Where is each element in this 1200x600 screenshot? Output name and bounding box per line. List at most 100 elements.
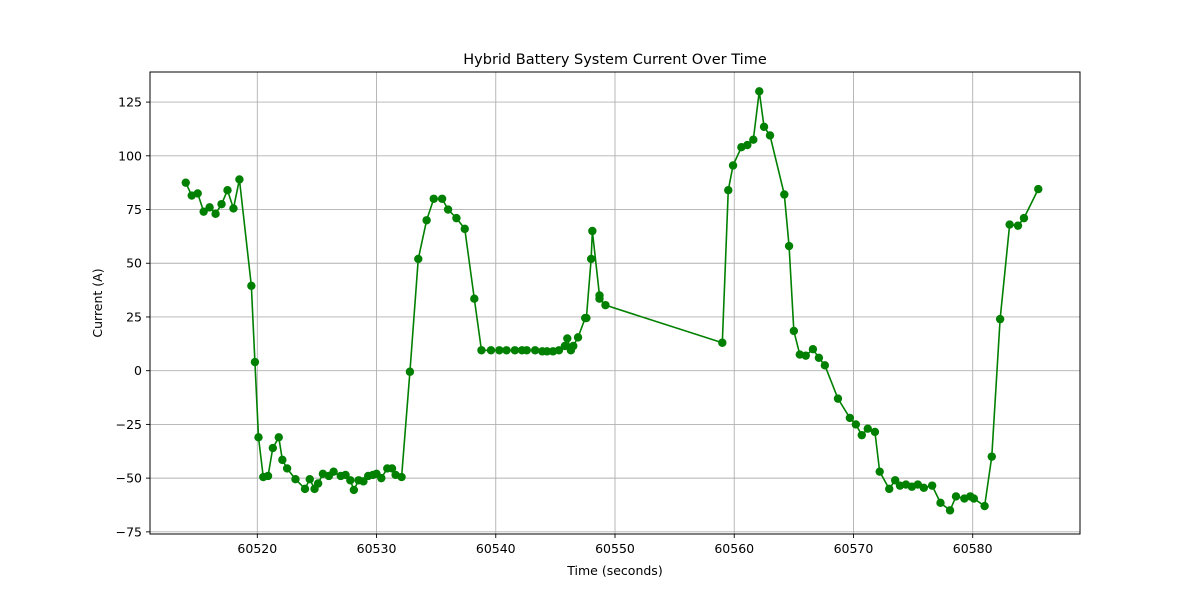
data-point [749, 135, 758, 144]
data-point [211, 209, 220, 219]
data-point [477, 346, 486, 355]
data-point [554, 346, 564, 355]
data-point [936, 498, 945, 508]
y-tick-label: −25 [116, 417, 142, 432]
data-point [387, 464, 397, 473]
y-tick-label: 75 [126, 202, 142, 217]
data-point [987, 452, 996, 461]
data-point [443, 205, 453, 214]
data-point [1019, 213, 1029, 223]
data-point [563, 334, 572, 343]
data-point [582, 313, 591, 323]
data-point [422, 216, 431, 225]
data-point [278, 455, 287, 465]
data-point [542, 347, 552, 356]
data-point [851, 420, 861, 429]
data-point [405, 367, 415, 376]
data-point [522, 346, 531, 355]
data-point [573, 333, 583, 342]
data-point [1005, 220, 1014, 229]
data-point [254, 433, 263, 442]
data-point [181, 178, 190, 187]
data-point [789, 326, 799, 336]
data-point [560, 341, 570, 351]
data-point [359, 477, 368, 486]
data-point [329, 467, 338, 476]
y-tick-label: −75 [116, 524, 142, 539]
data-point [346, 476, 355, 485]
data-point [530, 346, 540, 355]
data-point [486, 346, 496, 355]
y-tick-label: 100 [118, 148, 142, 163]
data-point [814, 353, 824, 362]
data-point [569, 341, 578, 351]
data-point [833, 394, 843, 403]
y-axis-ticks: −75 −50 −25 0 25 50 75 100 125 [116, 95, 150, 539]
data-point [313, 479, 323, 488]
data-point [502, 346, 511, 355]
data-point [199, 207, 208, 216]
x-tick-label: 60570 [834, 541, 874, 556]
data-point [349, 485, 359, 495]
x-tick-label: 60560 [714, 541, 754, 556]
data-point [808, 345, 818, 354]
data-point [969, 494, 979, 503]
data-point [247, 281, 256, 291]
data-point [784, 241, 794, 251]
data-point [820, 361, 830, 370]
data-point [755, 87, 764, 96]
data-point [1013, 221, 1023, 230]
data-point [927, 481, 937, 490]
data-point [452, 213, 461, 223]
y-axis-label: Current (A) [90, 268, 105, 337]
data-point [951, 492, 961, 501]
x-tick-label: 60540 [476, 541, 516, 556]
data-point [845, 413, 855, 423]
data-point [397, 472, 406, 482]
data-point [601, 300, 610, 310]
y-tick-label: 0 [134, 363, 142, 378]
data-point [919, 483, 929, 492]
data-point [780, 190, 789, 199]
data-point [743, 140, 752, 150]
y-tick-label: 125 [118, 95, 142, 110]
data-point [377, 473, 386, 483]
x-axis-label: Time (seconds) [566, 563, 662, 578]
data-point [588, 226, 597, 236]
data-point [801, 351, 810, 360]
data-point [282, 464, 292, 473]
grid-lines [150, 72, 1080, 534]
data-point [414, 254, 423, 264]
data-series [181, 87, 1043, 515]
x-axis-ticks: 60520 60530 60540 60550 60560 60570 60580 [237, 534, 993, 556]
data-point [223, 185, 232, 195]
data-point [586, 254, 596, 264]
x-tick-label: 60520 [237, 541, 277, 556]
data-point [250, 357, 260, 367]
data-point [857, 430, 867, 440]
data-point [217, 199, 226, 209]
data-point [980, 501, 989, 511]
data-point [995, 314, 1005, 324]
data-point [759, 122, 769, 131]
x-tick-label: 60530 [357, 541, 397, 556]
data-point [263, 471, 273, 481]
data-point [870, 427, 880, 437]
y-tick-label: −50 [116, 471, 142, 486]
data-point [724, 185, 733, 195]
data-point [945, 506, 955, 515]
data-point [268, 443, 278, 453]
data-point [429, 194, 438, 203]
y-tick-label: 50 [126, 256, 142, 271]
data-point [875, 467, 884, 476]
data-point [305, 475, 314, 484]
data-point [495, 346, 504, 355]
data-point [291, 475, 300, 484]
data-point [300, 484, 310, 494]
data-point [205, 203, 214, 212]
chart-title: Hybrid Battery System Current Over Time [463, 52, 767, 68]
x-tick-label: 60580 [953, 541, 993, 556]
x-tick-label: 60550 [595, 541, 635, 556]
data-point [510, 346, 520, 355]
data-point [728, 161, 738, 170]
